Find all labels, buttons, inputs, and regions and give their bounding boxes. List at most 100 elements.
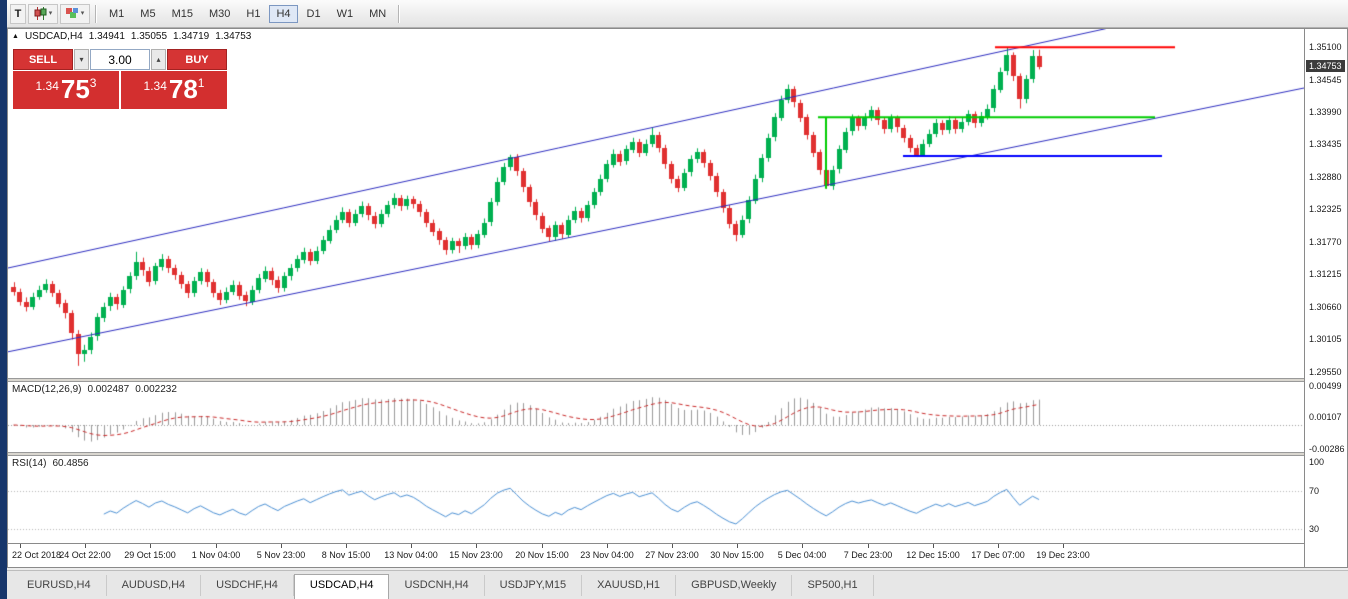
timeframe-button-mn[interactable]: MN xyxy=(369,7,387,20)
timeframe-button-m30[interactable]: M30 xyxy=(208,7,231,20)
chart-tab-usdchf[interactable]: USDCHF,H4 xyxy=(201,575,294,596)
rsi-axis-label: 100 xyxy=(1309,457,1325,467)
symbol-marker-icon: ▲ xyxy=(12,33,19,40)
chart-window: ▲ USDCAD,H4 1.34941 1.35055 1.34719 1.34… xyxy=(7,28,1348,568)
time-axis-tick xyxy=(346,544,347,548)
macd-axis-label: 0.00107 xyxy=(1309,412,1342,422)
sell-price-display[interactable]: 1.34 75 3 xyxy=(13,71,119,109)
sell-price-pipette: 3 xyxy=(89,76,97,90)
time-axis-label: 19 Dec 23:00 xyxy=(1036,550,1090,560)
time-axis-label: 5 Nov 23:00 xyxy=(256,550,306,560)
chart-symbol-label: USDCAD,H4 xyxy=(24,31,83,42)
sell-button[interactable]: SELL xyxy=(13,49,73,70)
panel-splitter-rsi[interactable] xyxy=(8,452,1347,456)
chart-tab-eurusd[interactable]: EURUSD,H4 xyxy=(12,575,107,596)
timeframe-button-d1[interactable]: D1 xyxy=(306,7,321,20)
price-axis-label: 1.29550 xyxy=(1309,367,1342,377)
price-axis-label: 1.35100 xyxy=(1309,42,1342,52)
timeframe-button-h4[interactable]: H4 xyxy=(269,4,298,23)
chart-type-button[interactable]: ▾ xyxy=(28,3,58,24)
time-axis-label: 23 Nov 04:00 xyxy=(580,550,634,560)
time-axis-label: 1 Nov 04:00 xyxy=(191,550,241,560)
price-axis-label: 1.32325 xyxy=(1309,204,1342,214)
price-axis-label: 1.31770 xyxy=(1309,237,1342,247)
time-axis-label: 15 Nov 23:00 xyxy=(449,550,503,560)
time-axis-label: 8 Nov 15:00 xyxy=(321,550,371,560)
timeframe-button-m1[interactable]: M1 xyxy=(109,7,125,20)
timeframe-button-m15[interactable]: M15 xyxy=(171,7,193,20)
buy-price-display[interactable]: 1.34 78 1 xyxy=(121,71,227,109)
price-axis-label: 1.33990 xyxy=(1309,107,1342,117)
price-axis-label: 1.32880 xyxy=(1309,172,1342,182)
timeframe-button-w1[interactable]: W1 xyxy=(336,7,354,20)
volume-down-button[interactable]: ▾ xyxy=(74,49,89,70)
macd-name: MACD(12,26,9) xyxy=(12,384,82,395)
bar-close-value: 1.34753 xyxy=(215,31,252,42)
time-axis-tick xyxy=(998,544,999,548)
time-axis-tick xyxy=(476,544,477,548)
dropdown-caret-icon: ▾ xyxy=(48,10,53,17)
time-axis-label: 27 Nov 23:00 xyxy=(645,550,699,560)
rsi-canvas[interactable] xyxy=(8,456,1304,542)
buy-price-prefix: 1.34 xyxy=(143,79,167,93)
time-axis-label: 29 Oct 15:00 xyxy=(124,550,176,560)
time-axis-label: 22 Oct 2018 xyxy=(12,550,62,560)
timeframe-button-m5[interactable]: M5 xyxy=(140,7,156,20)
time-axis-tick xyxy=(542,544,543,548)
chart-tab-audusd[interactable]: AUDUSD,H4 xyxy=(107,575,202,596)
current-price-tag: 1.34753 xyxy=(1306,60,1345,72)
volume-input[interactable] xyxy=(90,49,150,70)
chart-tab-usdcad[interactable]: USDCAD,H4 xyxy=(293,574,390,599)
volume-up-button[interactable]: ▴ xyxy=(151,49,166,70)
time-axis-tick xyxy=(1063,544,1064,548)
buy-button[interactable]: BUY xyxy=(167,49,227,70)
price-axis[interactable]: 1.34753 1.35100 1.34545 1.33990 1.33435 1.32… xyxy=(1304,29,1347,567)
chart-ohlc-header: ▲ USDCAD,H4 1.34941 1.35055 1.34719 1.34… xyxy=(12,31,251,42)
time-axis-tick xyxy=(802,544,803,548)
one-click-trading-panel: SELL ▾ ▴ BUY 1.34 75 3 1.34 78 1 xyxy=(13,49,227,109)
chart-tab-usdcnh[interactable]: USDCNH,H4 xyxy=(389,575,485,596)
time-axis[interactable]: 22 Oct 2018 24 Oct 22:00 29 Oct 15:00 1 Nov… xyxy=(8,543,1304,567)
toolbar-separator xyxy=(95,4,97,23)
time-axis-label: 24 Oct 22:00 xyxy=(59,550,111,560)
dropdown-caret-icon: ▾ xyxy=(80,10,85,17)
objects-button[interactable]: ▾ xyxy=(60,3,90,24)
rsi-name: RSI(14) xyxy=(12,458,47,469)
price-axis-label: 1.33435 xyxy=(1309,139,1342,149)
chart-tab-xauusd[interactable]: XAUUSD,H1 xyxy=(582,575,677,596)
chart-tab-usdjpy[interactable]: USDJPY,M15 xyxy=(485,575,583,596)
rsi-axis-label: 70 xyxy=(1309,486,1320,496)
time-axis-tick xyxy=(216,544,217,548)
time-axis-tick xyxy=(281,544,282,548)
time-axis-tick xyxy=(672,544,673,548)
time-axis-tick xyxy=(868,544,869,548)
time-axis-tick xyxy=(933,544,934,548)
bar-low-value: 1.34719 xyxy=(173,31,210,42)
rsi-indicator-label: RSI(14) 60.4856 xyxy=(12,458,89,469)
timeframe-toolbar: M1 M5 M15 M30 H1 H4 D1 W1 MN xyxy=(101,4,394,23)
toolbar-separator xyxy=(398,4,401,23)
window-frame-left xyxy=(0,0,7,599)
toolbar: T ▾ ▾ M1 M5 M15 M30 H1 H4 D1 W1 MN xyxy=(7,0,1348,28)
price-axis-label: 1.30660 xyxy=(1309,302,1342,312)
chart-tab-sp500[interactable]: SP500,H1 xyxy=(792,575,874,596)
macd-indicator-label: MACD(12,26,9) 0.002487 0.002232 xyxy=(12,384,177,395)
price-axis-label: 1.31215 xyxy=(1309,269,1342,279)
time-axis-tick xyxy=(411,544,412,548)
time-axis-tick xyxy=(20,544,21,548)
cropped-toolbar-button[interactable]: T xyxy=(10,3,26,24)
chart-tab-gbpusd[interactable]: GBPUSD,Weekly xyxy=(676,575,793,596)
time-axis-label: 17 Dec 07:00 xyxy=(971,550,1025,560)
sell-price-prefix: 1.34 xyxy=(35,79,59,93)
price-axis-label: 1.30105 xyxy=(1309,334,1342,344)
candlestick-icon xyxy=(34,7,47,20)
time-axis-tick xyxy=(85,544,86,548)
panel-splitter-macd[interactable] xyxy=(8,378,1347,382)
time-axis-tick xyxy=(607,544,608,548)
bar-open-value: 1.34941 xyxy=(88,31,125,42)
macd-axis-label: -0.00286 xyxy=(1309,444,1345,454)
price-axis-label: 1.34545 xyxy=(1309,75,1342,85)
macd-canvas[interactable] xyxy=(8,382,1304,452)
timeframe-button-h1[interactable]: H1 xyxy=(246,7,261,20)
